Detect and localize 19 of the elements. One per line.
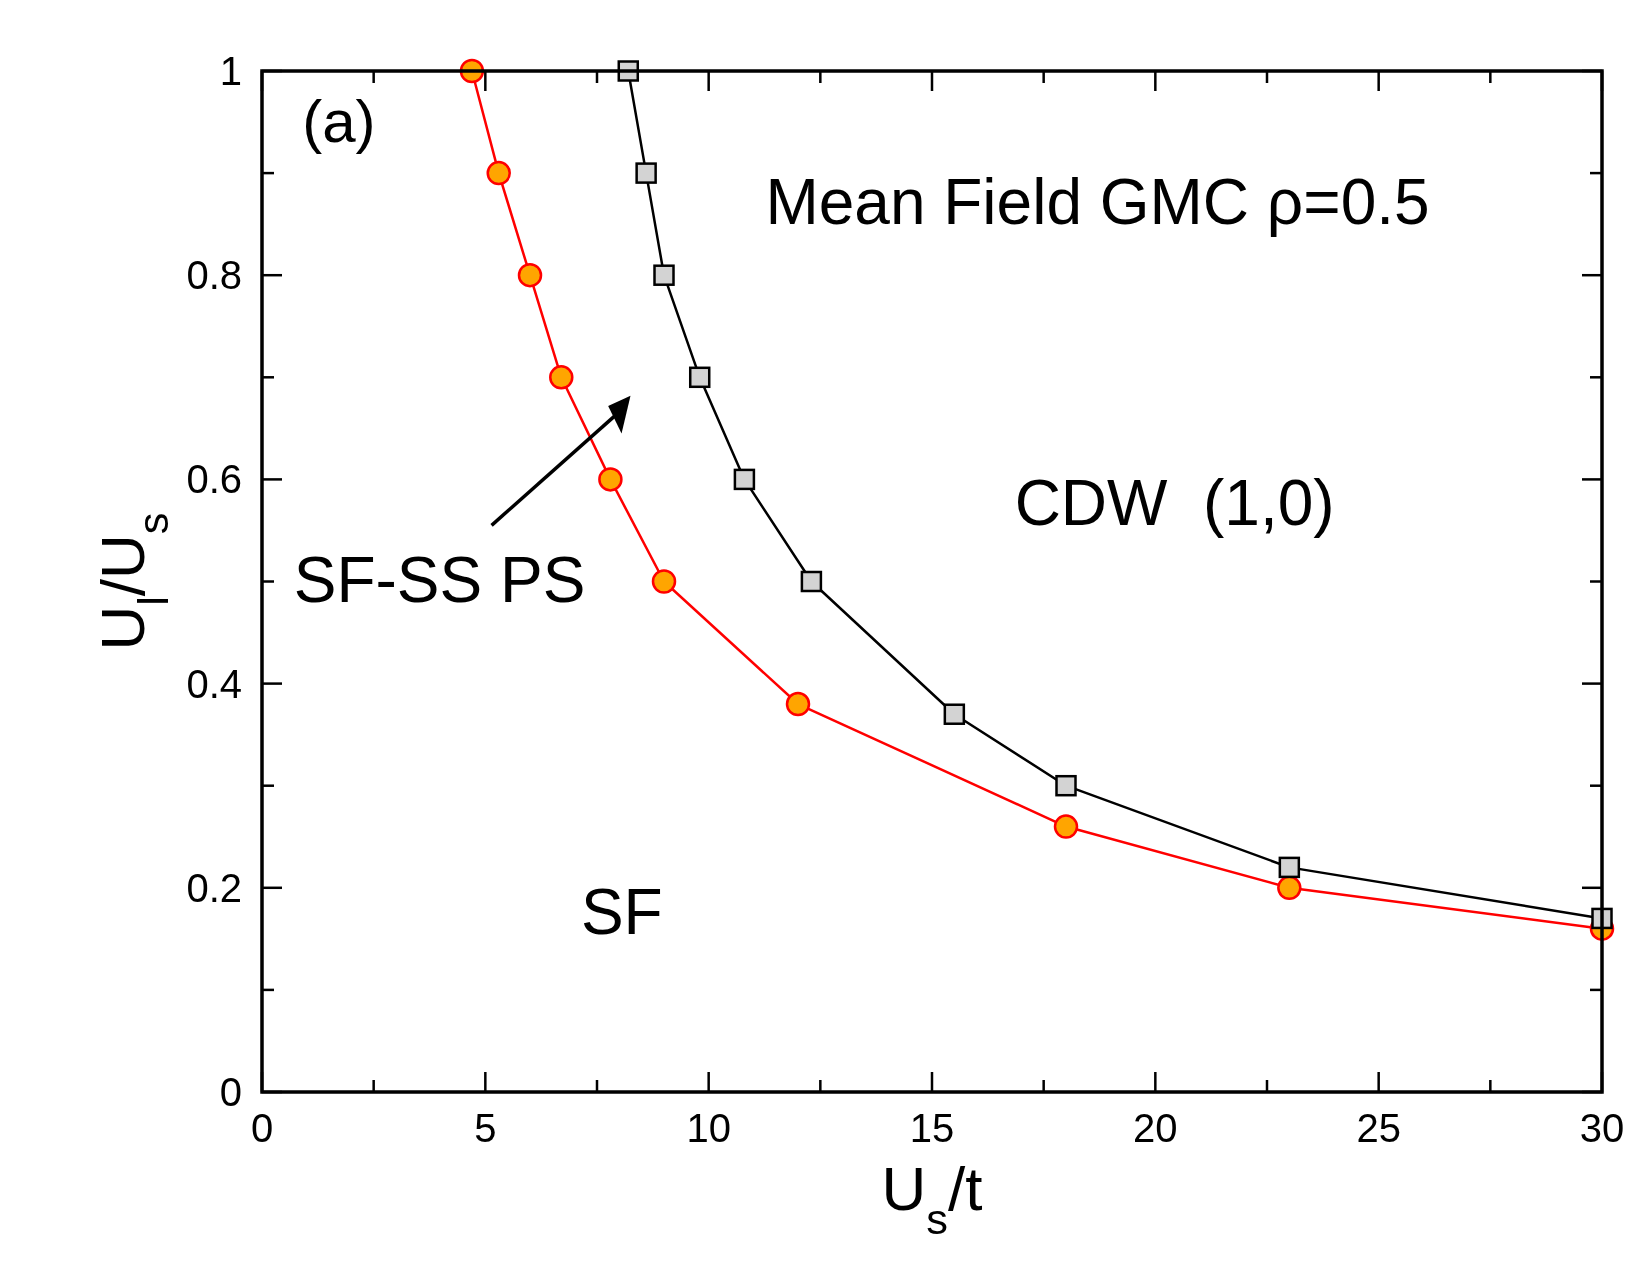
x-tick-label: 15 (909, 1106, 955, 1150)
x-tick-label: 10 (686, 1106, 731, 1150)
annotation: Mean Field GMC ρ=0.5 (765, 166, 1430, 239)
x-tick-label: 20 (1133, 1106, 1178, 1150)
annotation: CDW (1,0) (1014, 467, 1335, 540)
x-tick-label: 0 (250, 1106, 274, 1150)
annotation: (a) (302, 88, 376, 156)
y-tick-label: 0.2 (186, 865, 242, 910)
y-tick-label: 0.8 (186, 253, 242, 298)
y-tick-label: 0.6 (186, 457, 242, 502)
y-tick-label: 0 (219, 1070, 242, 1114)
x-tick-label: 30 (1579, 1106, 1625, 1150)
annotation: SF-SS PS (293, 543, 586, 616)
annotation: SF (580, 875, 663, 948)
x-tick-label: 25 (1356, 1106, 1401, 1150)
x-tick-label: 5 (474, 1106, 497, 1150)
y-tick-label: 0.4 (186, 661, 242, 706)
x-axis-title: U$_{s}$/t (881, 1154, 983, 1243)
y-tick-label: 1 (219, 49, 242, 93)
